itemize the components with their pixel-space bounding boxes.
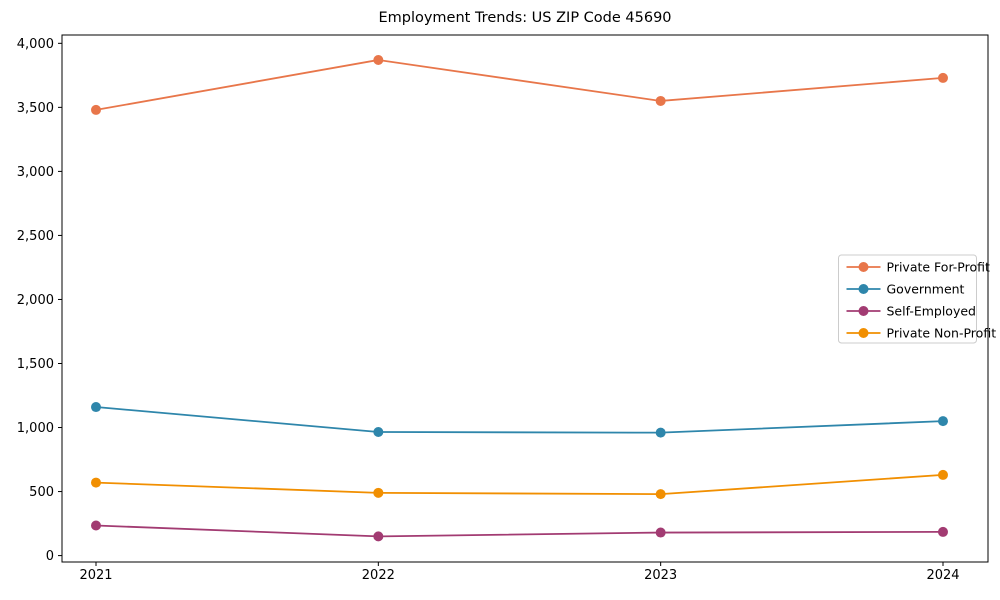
legend-marker	[858, 328, 869, 338]
x-tick-label: 2021	[79, 568, 112, 583]
data-point-private-for-profit-2024	[937, 72, 948, 83]
series-line-self-employed	[95, 524, 943, 538]
data-point-government-2023	[655, 427, 666, 438]
legend-item: Government	[846, 282, 965, 297]
x-tick-label: 2023	[644, 568, 677, 583]
data-point-government-2024	[937, 416, 948, 427]
y-tick-label: 4,000	[17, 37, 54, 52]
y-axis: 0 500 1,000 1,500 2,000 2,500 3,000 3,500 4,000	[17, 37, 62, 564]
y-tick-label: 1,500	[17, 357, 54, 372]
legend-item: Self-Employed	[846, 304, 976, 319]
legend-label: Self-Employed	[887, 304, 976, 319]
series-line-government	[95, 406, 944, 434]
x-tick-label: 2024	[926, 568, 959, 583]
plot-border	[61, 34, 989, 563]
legend-marker	[858, 284, 869, 294]
y-tick-label: 1,000	[17, 421, 54, 436]
data-point-private-for-profit-2021	[91, 104, 101, 115]
legend-box	[838, 254, 977, 344]
series-line-private-for-profit	[95, 59, 944, 111]
legend-marker	[858, 262, 869, 272]
legend-item: Private For-Profit	[846, 260, 990, 275]
y-tick-label: 3,000	[17, 165, 54, 180]
data-point-private-for-profit-2022	[373, 54, 384, 65]
series-line-private-non-profit	[95, 474, 944, 496]
data-point-government-2021	[91, 402, 101, 413]
chart-title: Employment Trends: US ZIP Code 45690	[378, 10, 671, 26]
y-tick-label: 2,500	[17, 229, 54, 244]
data-point-self-employed-2022	[373, 531, 384, 542]
data-point-private-non-profit-2022	[373, 487, 384, 498]
legend-marker	[858, 306, 869, 316]
data-point-private-for-profit-2023	[655, 95, 666, 106]
legend-label: Private Non-Profit	[887, 326, 997, 341]
legend-item: Private Non-Profit	[846, 326, 997, 341]
y-tick-label: 0	[46, 549, 54, 564]
data-point-self-employed-2021	[91, 520, 101, 531]
data-point-self-employed-2023	[655, 527, 666, 538]
x-tick-label: 2022	[362, 568, 395, 583]
series-lines	[91, 54, 948, 542]
data-point-self-employed-2024	[937, 526, 948, 537]
legend-label: Private For-Profit	[887, 260, 990, 275]
data-point-private-non-profit-2021	[91, 477, 101, 488]
legend: Private For-Profit Government Self-Employe…	[838, 254, 997, 344]
data-point-government-2022	[373, 427, 384, 438]
data-point-private-non-profit-2024	[937, 469, 948, 480]
y-tick-label: 3,500	[17, 101, 54, 116]
x-axis: 2021 2022 2023 2024	[79, 562, 960, 583]
y-tick-label: 2,000	[17, 293, 54, 308]
data-point-private-non-profit-2023	[655, 489, 666, 500]
legend-label: Government	[887, 282, 965, 297]
y-tick-label: 500	[29, 485, 54, 500]
